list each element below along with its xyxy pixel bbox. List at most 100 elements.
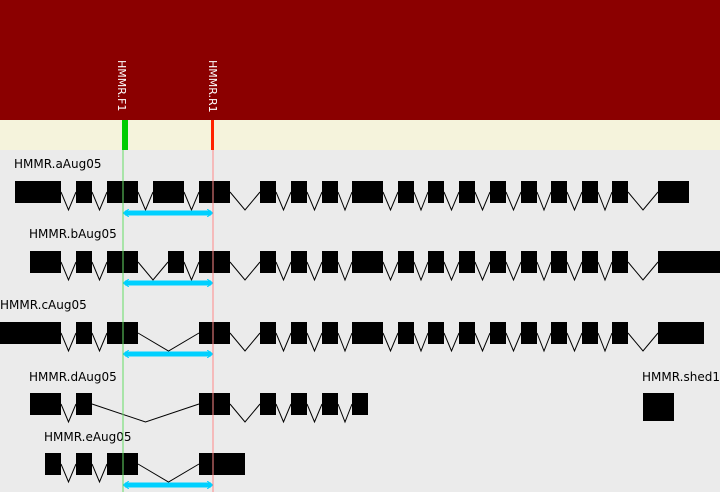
exon-block[interactable] [612, 251, 628, 273]
transcript-track-c[interactable] [0, 322, 704, 354]
exon-block[interactable] [291, 181, 307, 203]
exon-block[interactable] [15, 181, 61, 203]
exon-block[interactable] [459, 251, 475, 273]
intron-connector [91, 332, 108, 353]
intron-connector [474, 261, 491, 282]
intron-connector [91, 463, 108, 484]
exon-block[interactable] [0, 322, 61, 344]
intron-connector [275, 261, 292, 282]
exon-block[interactable] [76, 251, 92, 273]
exon-block[interactable] [521, 181, 537, 203]
exon-block[interactable] [352, 181, 383, 203]
exon-block[interactable] [398, 251, 414, 273]
exon-block[interactable] [398, 181, 414, 203]
transcript-label-d: HMMR.dAug05 [29, 370, 117, 384]
intron-connector [60, 403, 77, 424]
exon-block[interactable] [76, 181, 92, 203]
intron-connector [505, 191, 522, 212]
exon-block[interactable] [490, 181, 506, 203]
exon-block[interactable] [658, 181, 689, 203]
transcript-label-b: HMMR.bAug05 [29, 227, 117, 241]
exon-block[interactable] [551, 251, 567, 273]
exon-block[interactable] [260, 181, 276, 203]
exon-block[interactable] [322, 181, 338, 203]
exon-block[interactable] [260, 393, 276, 415]
intron-connector [337, 261, 353, 282]
exon-block[interactable] [322, 251, 338, 273]
intron-connector [137, 463, 200, 483]
primer-label-f1: HMMR.F1 [115, 60, 128, 111]
exon-block[interactable] [658, 251, 720, 273]
header-band [0, 0, 720, 120]
intron-connector [275, 403, 292, 424]
exon-block[interactable] [322, 393, 338, 415]
intron-connector [183, 191, 200, 212]
exon-block[interactable] [521, 251, 537, 273]
exon-block[interactable] [490, 251, 506, 273]
exon-block[interactable] [199, 453, 245, 475]
intron-connector [337, 403, 353, 424]
exon-block[interactable] [398, 322, 414, 344]
exon-block[interactable] [199, 393, 230, 415]
intron-connector [413, 191, 429, 212]
exon-block[interactable] [260, 251, 276, 273]
exon-block[interactable] [30, 251, 61, 273]
intron-connector [229, 191, 261, 211]
transcript-track-d[interactable] [30, 393, 368, 424]
intron-connector [474, 191, 491, 212]
exon-block[interactable] [153, 181, 184, 203]
exon-block[interactable] [291, 393, 307, 415]
exon-block[interactable] [199, 251, 230, 273]
exon-block[interactable] [76, 393, 92, 415]
transcript-label-a: HMMR.aAug05 [14, 157, 102, 171]
exon-block[interactable] [428, 251, 444, 273]
exon-block[interactable] [168, 251, 184, 273]
intron-connector [566, 261, 583, 282]
exon-block[interactable] [30, 393, 61, 415]
intron-connector [443, 332, 460, 353]
intron-connector [91, 261, 108, 282]
forward-primer-marker[interactable] [122, 120, 128, 150]
intron-connector [382, 191, 399, 212]
exon-block[interactable] [521, 322, 537, 344]
exon-block[interactable] [352, 322, 383, 344]
intron-connector [413, 332, 429, 353]
exon-block[interactable] [658, 322, 704, 344]
exon-block[interactable] [459, 181, 475, 203]
exon-block[interactable] [428, 181, 444, 203]
intron-connector [536, 191, 552, 212]
exon-block[interactable] [352, 393, 368, 415]
exon-block[interactable] [199, 181, 230, 203]
exon-block[interactable] [199, 322, 230, 344]
exon-block[interactable] [352, 251, 383, 273]
reverse-primer-marker[interactable] [211, 120, 214, 150]
exon-block[interactable] [612, 322, 628, 344]
exon-block[interactable] [260, 322, 276, 344]
exon-block[interactable] [76, 453, 92, 475]
exon-block[interactable] [582, 251, 598, 273]
exon-block[interactable] [45, 453, 61, 475]
intron-connector [229, 332, 261, 352]
exon-block[interactable] [643, 393, 674, 421]
exon-block[interactable] [582, 322, 598, 344]
exon-block[interactable] [551, 322, 567, 344]
exon-block[interactable] [291, 251, 307, 273]
intron-connector [91, 403, 200, 423]
exon-block[interactable] [291, 322, 307, 344]
intron-connector [337, 191, 353, 212]
exon-block[interactable] [322, 322, 338, 344]
transcript-track-b[interactable] [30, 251, 720, 283]
intron-connector [627, 191, 659, 211]
intron-connector [474, 332, 491, 353]
exon-block[interactable] [551, 181, 567, 203]
transcript-track-shed1[interactable] [643, 393, 674, 421]
transcript-track-e[interactable] [45, 453, 245, 485]
exon-block[interactable] [612, 181, 628, 203]
exon-block[interactable] [459, 322, 475, 344]
transcript-track-a[interactable] [15, 181, 689, 213]
exon-block[interactable] [428, 322, 444, 344]
intron-connector [275, 332, 292, 353]
exon-block[interactable] [490, 322, 506, 344]
exon-block[interactable] [582, 181, 598, 203]
exon-block[interactable] [76, 322, 92, 344]
